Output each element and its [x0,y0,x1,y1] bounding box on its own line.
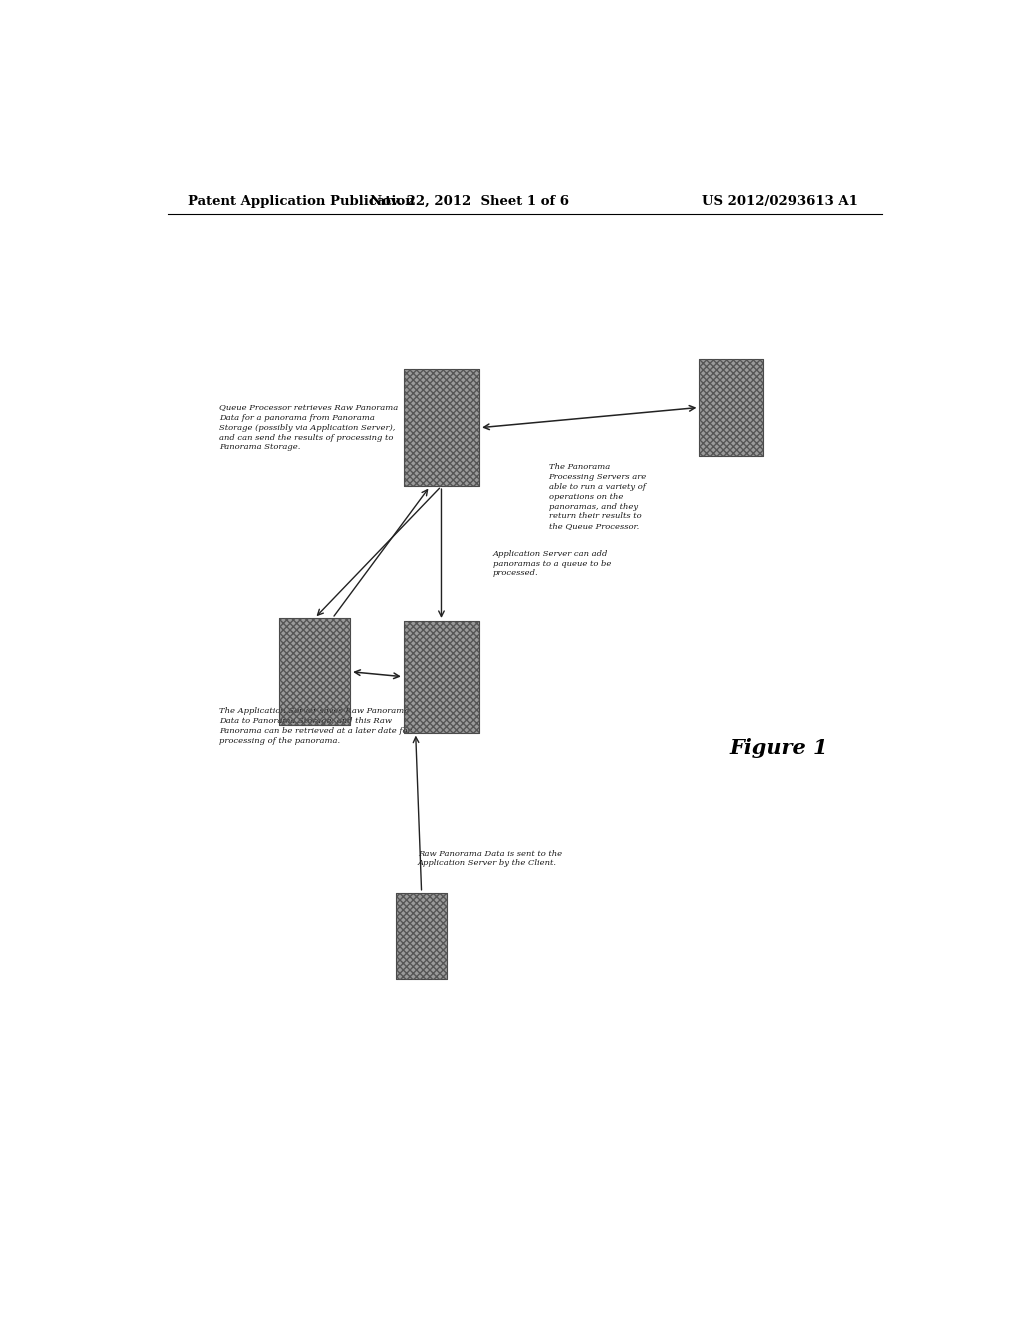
Bar [699,359,763,455]
Text: Patent Application Publication: Patent Application Publication [187,194,415,207]
Bar [396,892,447,979]
Bar [396,892,447,979]
Text: The Application Server saves Raw Panorama
Data to Panorama Storage, and this Raw: The Application Server saves Raw Panoram… [219,708,412,744]
Bar [403,370,479,486]
Bar [699,359,763,455]
Bar [279,618,350,725]
Bar [403,620,479,733]
Bar [279,618,350,725]
Text: Queue Processor retrieves Raw Panorama
Data for a panorama from Panorama
Storage: Queue Processor retrieves Raw Panorama D… [219,404,398,451]
Text: The Panorama
Processing Servers are
able to run a variety of
operations on the
p: The Panorama Processing Servers are able… [549,463,647,531]
Bar [403,370,479,486]
Text: Raw Panorama Data is sent to the
Application Server by the Client.: Raw Panorama Data is sent to the Applica… [418,850,562,867]
Bar [403,620,479,733]
Text: Nov. 22, 2012  Sheet 1 of 6: Nov. 22, 2012 Sheet 1 of 6 [370,194,568,207]
Text: Figure 1: Figure 1 [729,738,828,758]
Text: US 2012/0293613 A1: US 2012/0293613 A1 [702,194,858,207]
Text: Application Server can add
panoramas to a queue to be
processed.: Application Server can add panoramas to … [494,549,611,577]
